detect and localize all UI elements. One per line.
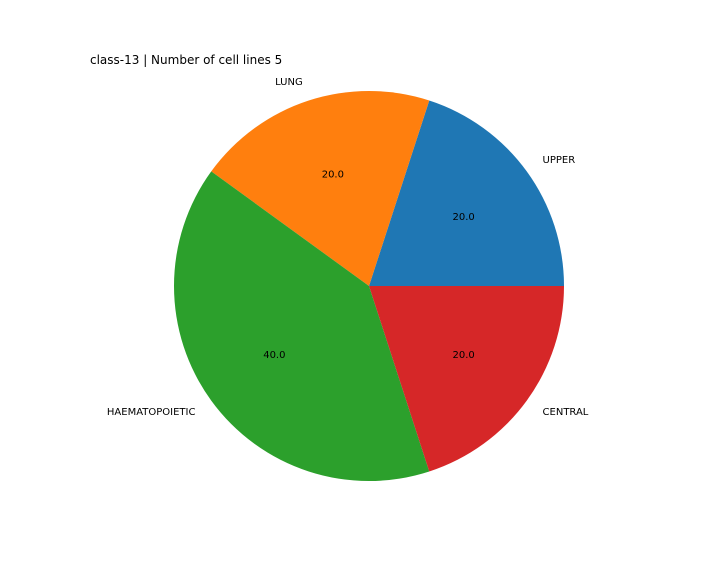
slice-label-central: CENTRAL <box>543 407 589 418</box>
slice-value-label-central: 20.0 <box>453 350 475 361</box>
slice-label-haematopoietic: HAEMATOPOIETIC <box>107 407 196 418</box>
pie-slice-haematopoietic <box>174 171 430 482</box>
slice-label-lung: LUNG <box>275 77 303 88</box>
chart-title: class-13 | Number of cell lines 5 <box>90 53 282 67</box>
slice-label-upper: UPPER <box>543 155 576 166</box>
pie-labels: UPPER 20.0 LUNG 20.0 HAEMATOPOIETIC 40.0 CENTR… <box>107 77 589 418</box>
slice-value-label-upper: 20.0 <box>453 212 475 223</box>
pie-slice-upper <box>369 100 564 286</box>
slice-value-label-haematopoietic: 40.0 <box>263 350 285 361</box>
pie-slice-lung <box>211 91 430 286</box>
pie-slices <box>174 91 564 482</box>
slice-value-label-lung: 20.0 <box>322 170 344 181</box>
pie-slice-central <box>369 286 564 472</box>
